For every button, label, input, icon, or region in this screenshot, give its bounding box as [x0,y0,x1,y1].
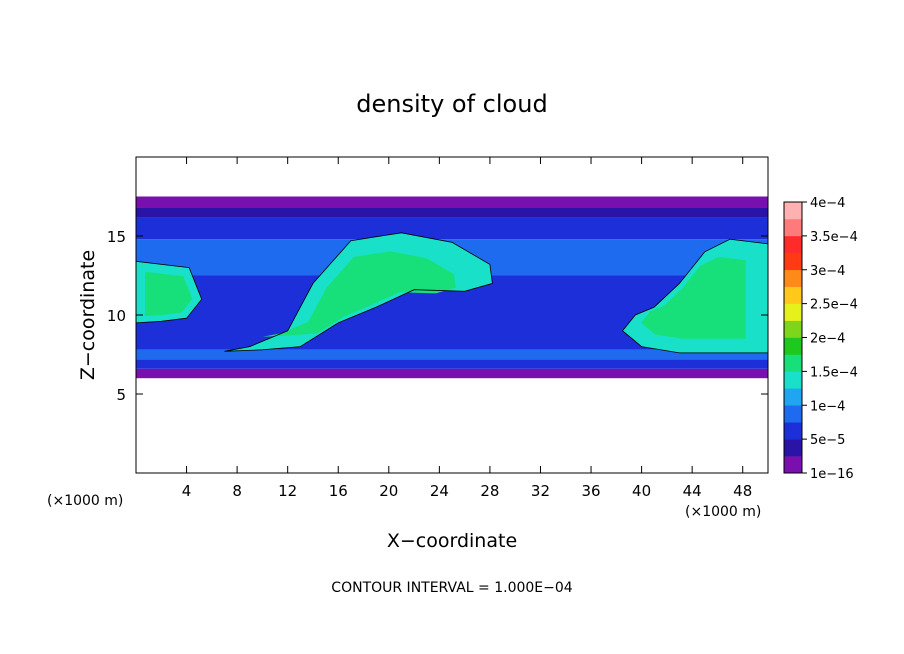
contour-line [622,238,769,354]
colorbar-label: 4e−4 [810,196,845,211]
x-tick-label: 12 [278,482,297,500]
chart-title: density of cloud [356,90,547,118]
x-tick-label: 24 [430,482,449,500]
colorbar-swatch [784,388,802,406]
colorbar-swatch [784,235,802,254]
colorbar-label: 5e−5 [810,433,845,448]
cloud-band [136,196,768,208]
colorbar-swatch [784,456,802,474]
y-tick-label: 5 [116,386,126,404]
colorbar-swatch [784,303,802,321]
colorbar-swatch [784,371,802,389]
colorbar-label: 1e−16 [810,467,854,482]
y-axis-ticks: 5 10 15 [107,228,768,404]
x-axis-label: X−coordinate [387,530,517,552]
colorbar-swatch [784,320,802,338]
colorbar-swatch [784,422,802,440]
cloud-band [136,349,768,360]
x-tick-label: 4 [182,482,192,500]
cloud-core-inner [145,271,193,316]
colorbar-label: 3e−4 [810,264,845,279]
x-tick-label: 36 [581,482,600,500]
cloud-band [136,368,768,379]
colorbar: 1e−16 5e−5 1e−4 1.5e−4 2e−4 2.5e−4 3e−4 3.5e−4 4… [783,196,858,482]
y-tick-label: 10 [107,307,126,325]
cloud-band [136,217,768,240]
contour-line [224,232,493,352]
colorbar-label: 1.5e−4 [810,365,858,380]
x-tick-label: 32 [531,482,550,500]
colorbar-label: 3.5e−4 [810,230,858,245]
x-tick-label: 20 [379,482,398,500]
x-tick-label: 16 [329,482,348,500]
y-tick-label: 15 [107,228,126,246]
colorbar-swatch [784,405,802,423]
contour-interval-footer: CONTOUR INTERVAL = 1.000E−04 [331,580,572,596]
x-tick-label: 40 [632,482,651,500]
x-tick-label: 44 [683,482,702,500]
colorbar-label: 1e−4 [810,399,845,414]
colorbar-swatch [784,218,802,237]
colorbar-swatch [784,337,802,355]
x-tick-label: 8 [232,482,242,500]
x-axis-ticks: 4 8 12 16 20 24 28 32 36 40 44 48 [182,157,752,500]
cloud-core-inner [262,251,456,337]
colorbar-swatch [784,269,802,287]
colorbar-swatch [784,202,802,220]
x-tick-label: 48 [733,482,752,500]
colorbar-swatch [784,286,802,304]
cloud-band [136,359,768,369]
cloud-band [136,207,768,218]
colorbar-swatch [784,252,802,271]
x-unit-right: (×1000 m) [685,504,761,520]
y-axis-label: Z−coordinate [77,250,99,380]
colorbar-label: 2e−4 [810,332,845,347]
x-tick-label: 28 [480,482,499,500]
cloud-regions [135,232,769,354]
colorbar-swatch [784,439,802,457]
colorbar-swatch [784,354,802,372]
colorbar-label: 2.5e−4 [810,298,858,313]
x-unit-left: (×1000 m) [47,493,123,509]
cloud-core-inner [641,256,746,339]
